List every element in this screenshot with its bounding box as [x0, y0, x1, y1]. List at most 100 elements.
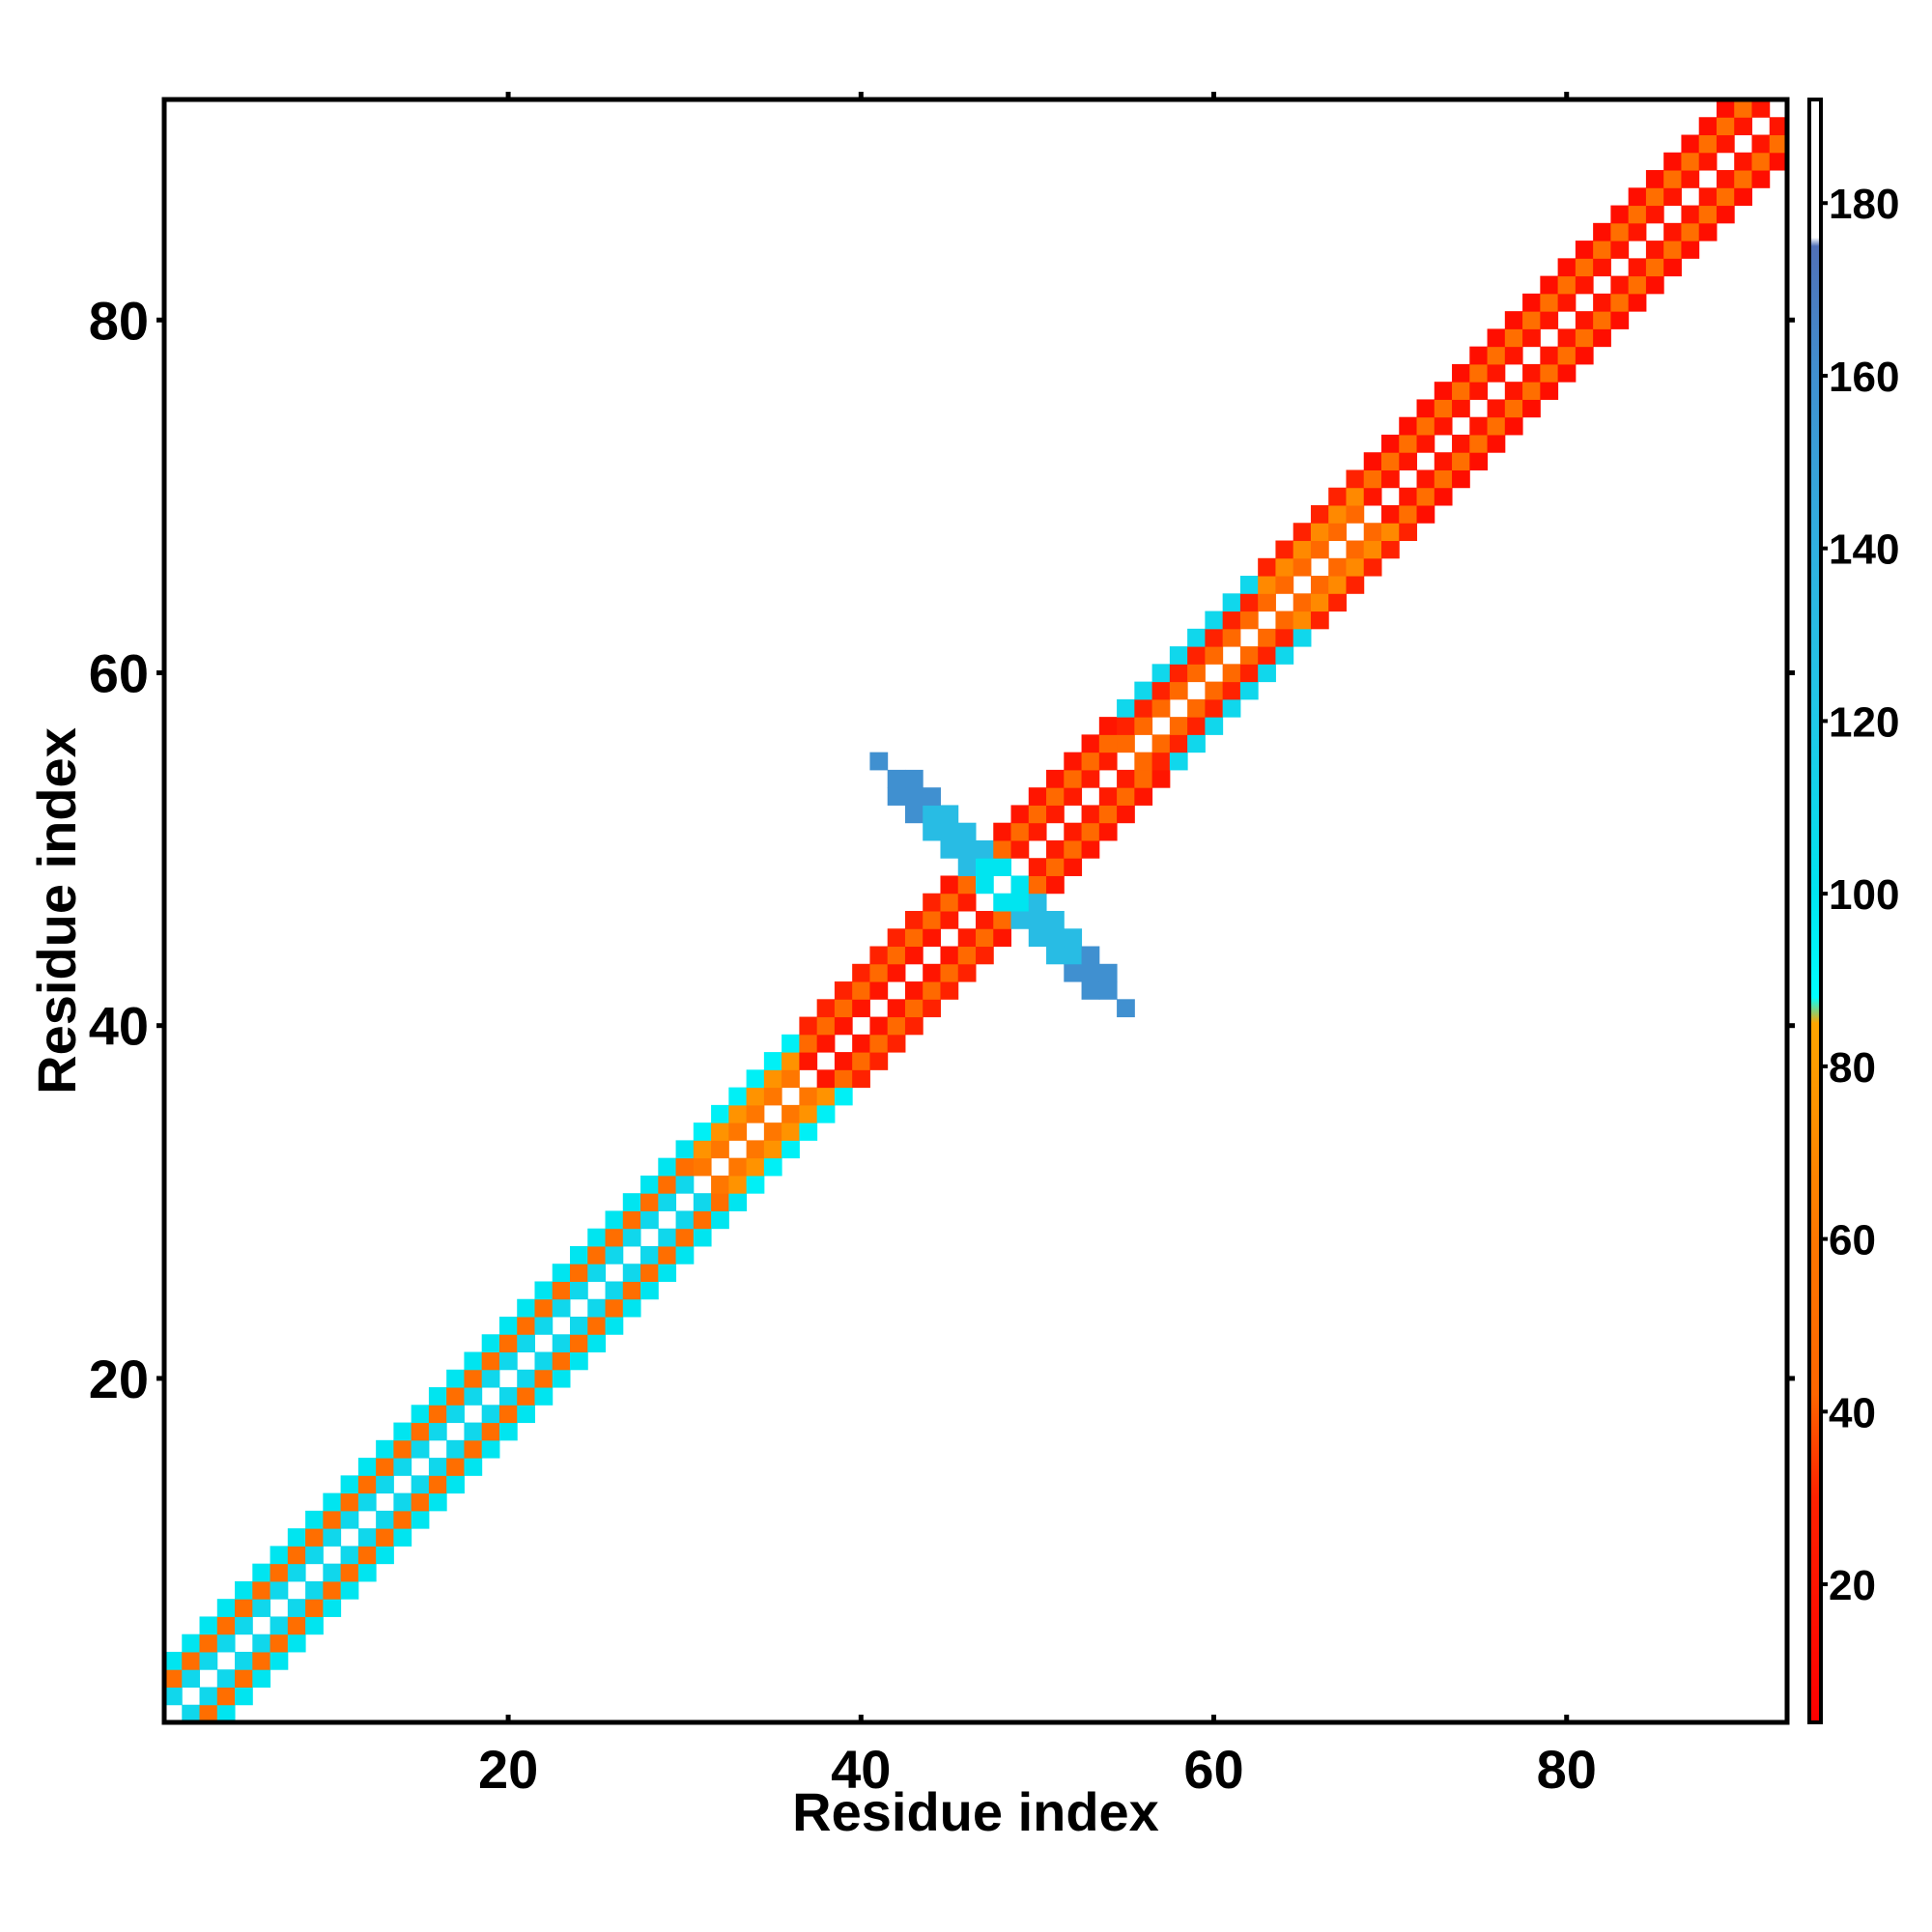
heatmap-cell [481, 1334, 500, 1353]
heatmap-cell [481, 1351, 500, 1371]
heatmap-cell [199, 1704, 218, 1723]
heatmap-cell [534, 1298, 554, 1318]
heatmap-cell [287, 1634, 306, 1653]
heatmap-cell [1469, 452, 1489, 470]
heatmap-cell [305, 1546, 324, 1565]
heatmap-cell [252, 1669, 271, 1688]
heatmap-cell [605, 1245, 624, 1264]
heatmap-cell [446, 1387, 465, 1406]
heatmap-cell [1610, 205, 1630, 224]
heatmap-cell [1293, 593, 1312, 612]
heatmap-cell [552, 1281, 571, 1300]
heatmap-cell [1645, 187, 1664, 207]
heatmap-cell [957, 946, 977, 965]
heatmap-cell [1399, 505, 1418, 524]
heatmap-cell [534, 1317, 554, 1335]
heatmap-cell [940, 875, 959, 895]
heatmap-cell [869, 963, 889, 982]
heatmap-cell [517, 1387, 535, 1406]
heatmap-cell [570, 1281, 588, 1300]
heatmap-cell [1716, 187, 1735, 207]
heatmap-cell [711, 1122, 729, 1141]
heatmap-cell [1275, 646, 1294, 665]
heatmap-cell [481, 1369, 500, 1388]
heatmap-cell [357, 1563, 377, 1582]
heatmap-cell [1628, 293, 1647, 312]
heatmap-cell [1169, 752, 1188, 771]
heatmap-cell [1239, 681, 1259, 700]
heatmap-cell [658, 1264, 677, 1282]
heatmap-cell [834, 981, 853, 1000]
heatmap-cell [923, 805, 941, 824]
heatmap-cell [216, 1704, 236, 1723]
heatmap-cell [1064, 839, 1083, 859]
heatmap-cell [887, 999, 906, 1018]
heatmap-cell [376, 1458, 394, 1476]
heatmap-cell [675, 1175, 695, 1194]
heatmap-cell [534, 1351, 554, 1371]
heatmap-cell [1239, 593, 1259, 612]
heatmap-cell [1064, 946, 1083, 965]
heatmap-cell [976, 875, 994, 895]
heatmap-cell [481, 1405, 500, 1424]
heatmap-cell [235, 1616, 253, 1635]
heatmap-cell [357, 1458, 377, 1476]
heatmap-cell [763, 1157, 782, 1177]
heatmap-cell [1575, 275, 1594, 295]
heatmap-cell [1275, 628, 1294, 647]
heatmap-cell [1010, 822, 1030, 841]
heatmap-cell [728, 1122, 748, 1141]
heatmap-cell [411, 1439, 430, 1459]
heatmap-cell [1487, 416, 1506, 436]
heatmap-cell [923, 999, 941, 1018]
heatmap-cell [1381, 452, 1400, 470]
heatmap-cell [1258, 576, 1276, 594]
heatmap-cell [923, 893, 941, 912]
heatmap-cell [464, 1387, 483, 1406]
heatmap-cell [393, 1528, 412, 1547]
heatmap-cell [1187, 717, 1206, 735]
heatmap-cell [799, 1104, 818, 1123]
heatmap-cell [552, 1369, 571, 1388]
heatmap-cell [1381, 523, 1400, 542]
heatmap-cell [570, 1334, 588, 1353]
heatmap-cell [904, 787, 923, 806]
heatmap-cell [1258, 593, 1276, 612]
heatmap-cell [1716, 205, 1735, 224]
heatmap-cell [993, 928, 1012, 948]
heatmap-cell [1346, 557, 1365, 577]
heatmap-cell [675, 1210, 695, 1230]
heatmap-cell [1151, 734, 1171, 753]
heatmap-cell [1363, 540, 1382, 559]
heatmap-cell [693, 1210, 712, 1230]
heatmap-cell [1046, 769, 1065, 788]
heatmap-cell [1593, 241, 1611, 259]
heatmap-cell [834, 1069, 853, 1089]
y-tick-label: 80 [89, 290, 149, 351]
heatmap-cell [1434, 399, 1453, 418]
heatmap-cell [1593, 293, 1611, 312]
heatmap-cell [1628, 205, 1647, 224]
heatmap-cell [1452, 434, 1470, 453]
heatmap-cell [305, 1580, 324, 1600]
heatmap-cell [252, 1634, 271, 1653]
heatmap-cell [1504, 382, 1523, 400]
heatmap-cell [1363, 452, 1382, 470]
heatmap-cell [1734, 117, 1752, 136]
heatmap-cell [1098, 734, 1118, 753]
heatmap-cell [605, 1281, 624, 1300]
heatmap-cell [816, 1016, 836, 1036]
heatmap-cell [1487, 328, 1506, 348]
heatmap-cell [164, 1687, 183, 1706]
heatmap-cell [235, 1669, 253, 1688]
heatmap-cell [216, 1669, 236, 1688]
heatmap-cell [1117, 769, 1135, 788]
heatmap-cell [887, 928, 906, 948]
heatmap-cell [640, 1264, 659, 1282]
x-tick-label: 40 [831, 1739, 891, 1800]
heatmap-cell [1064, 769, 1083, 788]
heatmap-cell [1169, 646, 1188, 665]
heatmap-cell [1399, 487, 1418, 506]
heatmap-cell [252, 1563, 271, 1582]
heatmap-cell [1117, 787, 1135, 806]
